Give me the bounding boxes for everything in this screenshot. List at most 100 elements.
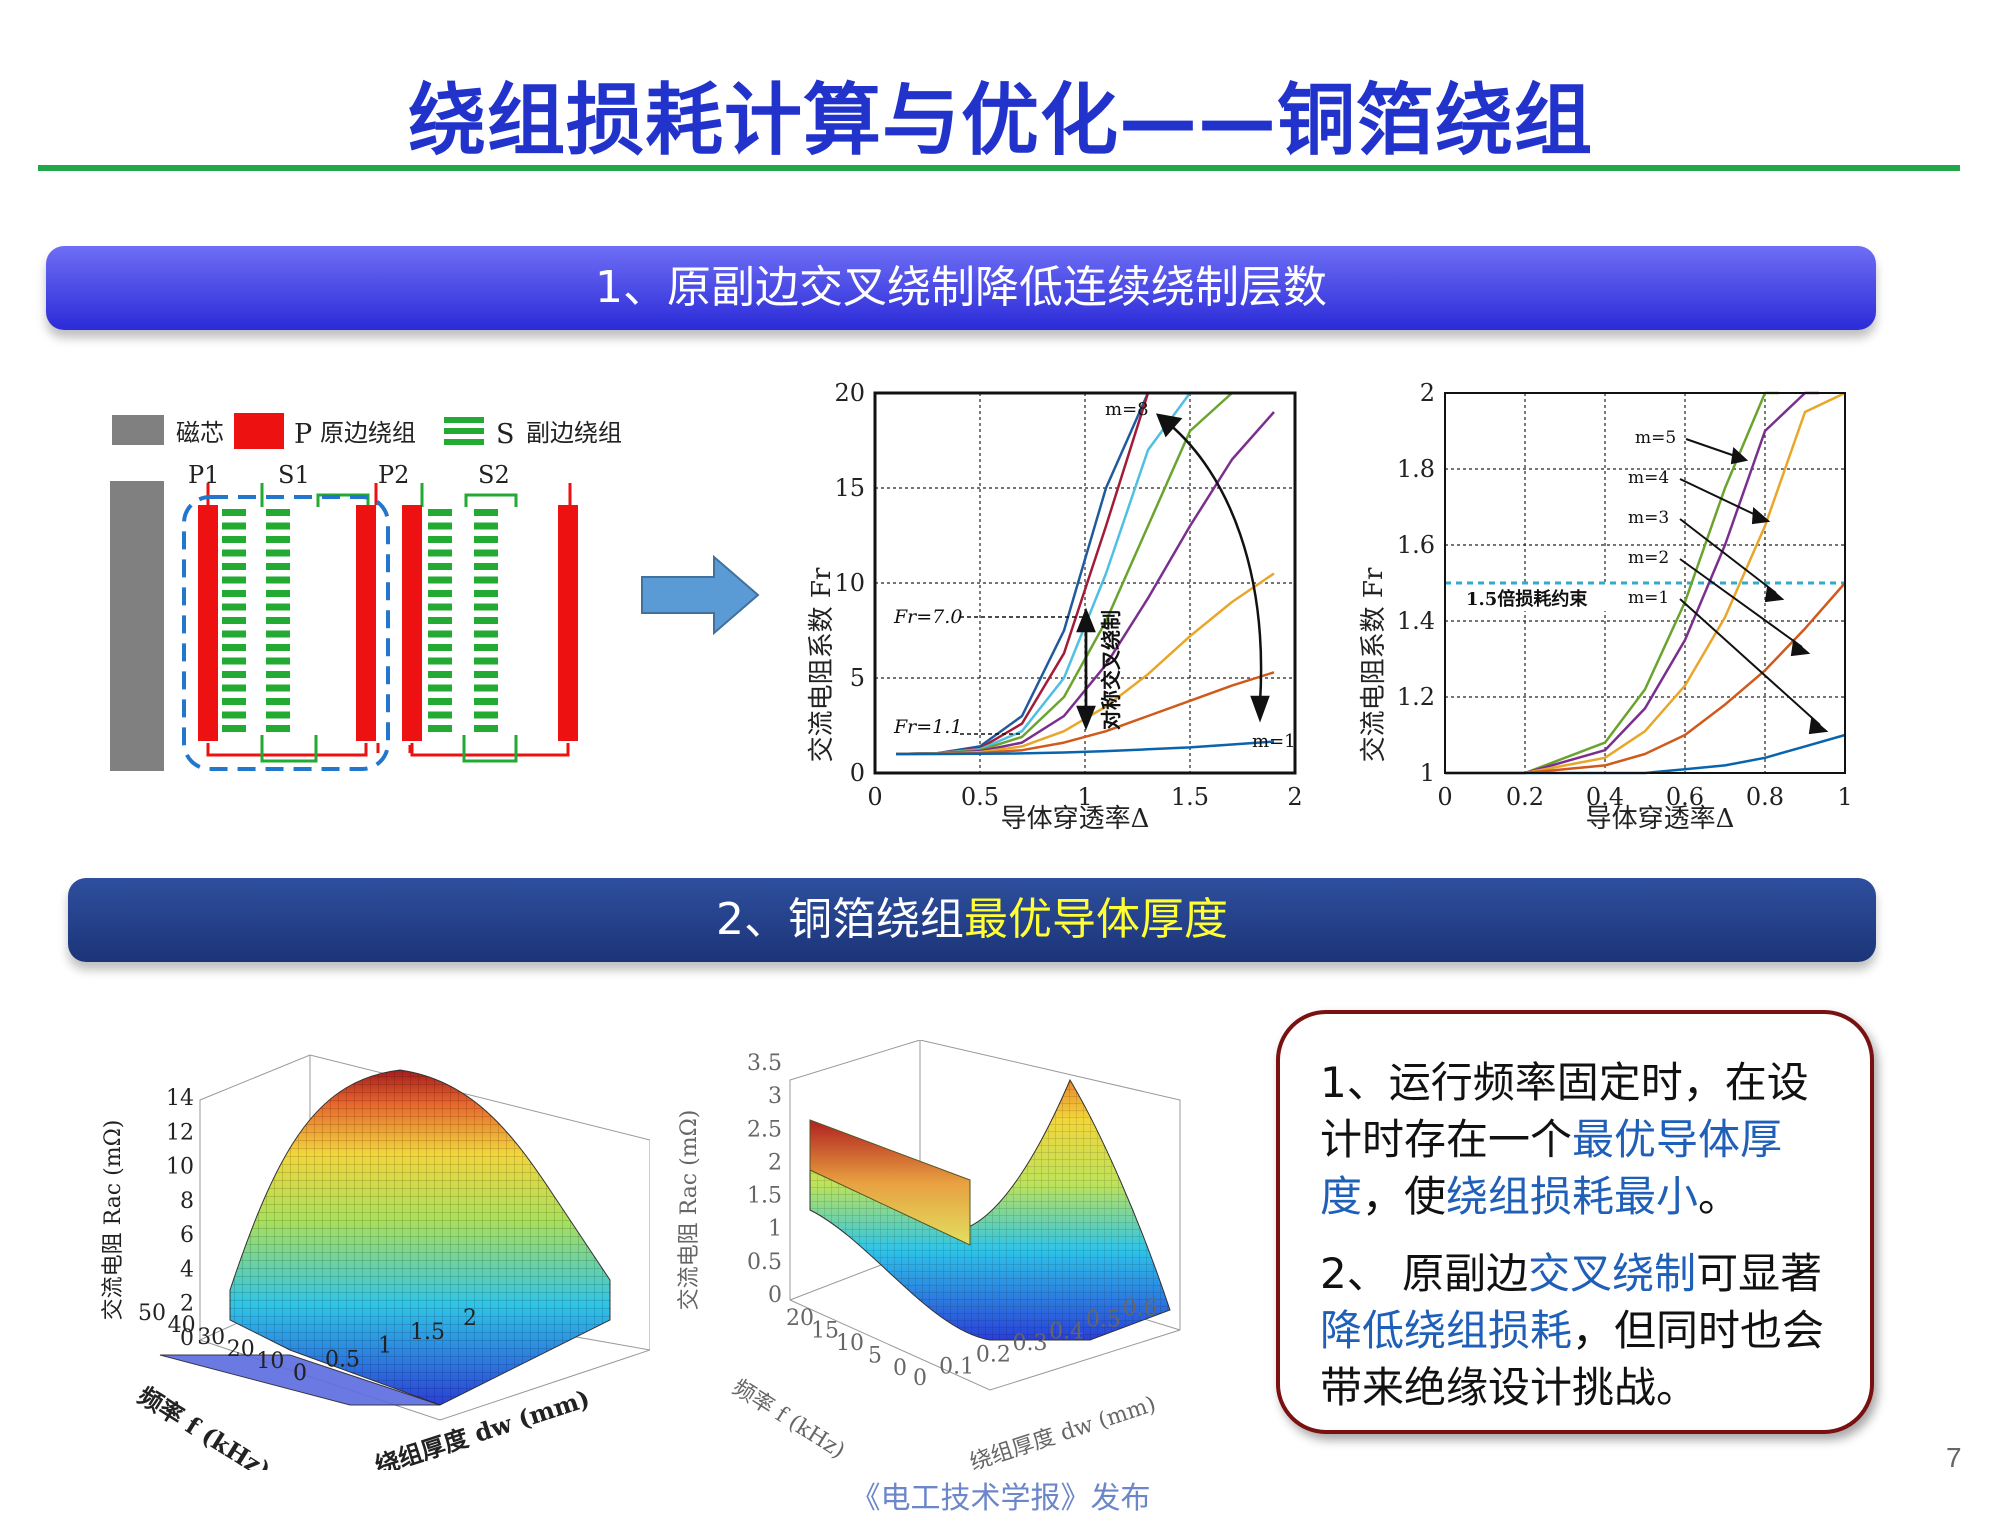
plot3d1-xticks: 0 0.5 1 1.5 2 (293, 1306, 477, 1386)
core-bar (110, 481, 164, 771)
secondary-turn (222, 671, 246, 678)
primary-winding-bar (558, 505, 578, 741)
secondary-turn (222, 576, 246, 584)
section1-banner: 1、原副边交叉绕制降低连续绕制层数 (46, 246, 1876, 330)
plot3d2-xtick: 0.5 (1086, 1308, 1121, 1333)
note-text: 2、 原副边 (1320, 1249, 1529, 1298)
secondary-turn (474, 590, 498, 597)
chart2-frame (1444, 392, 1846, 774)
secondary-turn (428, 603, 452, 611)
plot3d1-ztick: 12 (166, 1120, 194, 1145)
chart2-constraint-label: 1.5倍损耗约束 (1466, 588, 1588, 610)
chart1-xtick: 0.5 (961, 783, 999, 811)
plot3d2-xtick: 0.3 (1013, 1331, 1048, 1356)
page-number: 7 (1946, 1442, 1962, 1473)
secondary-turn (474, 617, 498, 624)
plot3d1-base-strip (159, 1354, 441, 1406)
plot3d1-ytick: 20 (227, 1337, 255, 1362)
secondary-turn (222, 644, 246, 651)
chart2-m5: m=5 (1635, 428, 1676, 448)
secondary-turn (428, 657, 452, 665)
secondary-turn (428, 509, 452, 516)
note-highlight: 交叉绕制 (1528, 1249, 1697, 1298)
secondary-turn (428, 576, 452, 584)
plot3d1-ztick: 8 (180, 1189, 194, 1214)
secondary-turn (266, 590, 290, 597)
plot3d1-ztick: 0 (180, 1326, 194, 1351)
secondary-turn (428, 590, 452, 597)
note-text: 。 (1698, 1172, 1741, 1221)
legend-primary-label: 原边绕组 (320, 419, 416, 447)
note-text: 1、运行频率固定时，在设计时存在一个 (1320, 1058, 1809, 1164)
plot3d1-ytick: 30 (197, 1325, 225, 1350)
note-text: ，但同时也会带来绝缘设计挑战。 (1320, 1306, 1825, 1412)
secondary-turn (222, 509, 246, 516)
plot3d2-ztick: 2 (768, 1150, 782, 1175)
secondary-turn (266, 684, 290, 692)
plot3d1-ztick: 6 (180, 1223, 194, 1248)
secondary-turn (222, 536, 246, 543)
secondary-turn (474, 698, 498, 705)
secondary-turn (266, 549, 290, 557)
plot3d1-xtick: 1.5 (410, 1320, 445, 1345)
secondary-turn (222, 590, 246, 597)
plot3d1-ylabel: 频率 f (kHz) (133, 1381, 276, 1470)
plot3d2-ztick: 2.5 (747, 1117, 782, 1142)
plot3d2-ylabel: 频率 f (kHz) (728, 1375, 849, 1464)
plot3d1-mesh (230, 1070, 610, 1405)
legend-p-letter: P (294, 419, 312, 450)
secondary-turn (266, 563, 290, 570)
secondary-turn (222, 617, 246, 624)
primary-winding-bar (198, 505, 218, 741)
plot3d1-ztick: 10 (166, 1155, 194, 1180)
plot3d2-ztick: 1.5 (747, 1184, 782, 1209)
chart1-xtick: 0 (867, 783, 882, 811)
secondary-turn (266, 698, 290, 705)
chart2-m1: m=1 (1628, 588, 1669, 608)
secondary-turn (474, 644, 498, 651)
secondary-turn (428, 522, 452, 530)
secondary-turn (474, 603, 498, 611)
chart1-annot-m8: m=8 (1105, 399, 1149, 420)
chart1-frame (873, 391, 1297, 775)
chart2-xtick: 0.2 (1506, 783, 1544, 811)
plot3d1-ztick: 2 (180, 1292, 194, 1317)
plot3d2-ytick: 15 (811, 1319, 839, 1344)
chart2-ytick: 1.6 (1397, 531, 1435, 559)
secondary-turn (474, 576, 498, 584)
chart2-arrows (1679, 438, 1829, 735)
plot3d1-ytick: 10 (256, 1349, 284, 1374)
chart1-xlabel: 导体穿透率Δ (1001, 804, 1150, 834)
primary-winding-bar (402, 505, 422, 741)
secondary-turn (266, 509, 290, 516)
chart2-xtick: 0.4 (1586, 783, 1624, 811)
plot3d2-ztick: 0.5 (747, 1250, 782, 1275)
secondary-turn (222, 522, 246, 530)
note-point-1: 1、运行频率固定时，在设计时存在一个最优导体厚度，使绕组损耗最小。 (1320, 1054, 1834, 1225)
legend-s-letter: S (496, 419, 515, 450)
secondary-turn (266, 644, 290, 651)
legend-core-label: 磁芯 (176, 419, 224, 447)
title-underline (38, 165, 1960, 171)
primary-winding-bar (356, 505, 376, 741)
chart1-annot-fr7: Fr=7.0 (893, 606, 962, 628)
chart2-ytick: 1.4 (1397, 607, 1435, 635)
label-s1: S1 (278, 461, 310, 489)
secondary-turn (428, 684, 452, 692)
plot3d1-zlabel: 交流电阻 Rac (mΩ) (101, 1120, 126, 1321)
plot3d2-ztick: 3.5 (747, 1051, 782, 1076)
secondary-turn (266, 576, 290, 584)
chart1-annot-fr11: Fr=1.1 (893, 716, 962, 738)
section1-label: 1、原副边交叉绕制降低连续绕制层数 (595, 262, 1327, 313)
connection-wires (206, 483, 572, 763)
conclusion-note: 1、运行频率固定时，在设计时存在一个最优导体厚度，使绕组损耗最小。 2、 原副边… (1276, 1010, 1874, 1434)
secondary-turn (222, 603, 246, 611)
plot3d1-ztick: 14 (166, 1086, 194, 1111)
secondary-turn (474, 536, 498, 543)
secondary-turn (474, 522, 498, 530)
secondary-turn (428, 549, 452, 557)
secondary-turn (474, 725, 498, 732)
plot3d2-xticks: 0 0.1 0.2 0.3 0.4 0.5 0.6 (913, 1296, 1158, 1391)
